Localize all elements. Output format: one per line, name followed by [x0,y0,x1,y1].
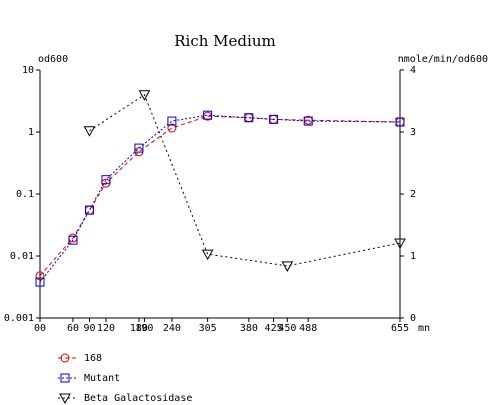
y-tick-label: 0.001 [4,313,34,324]
marker [303,116,313,126]
y-tick-label: 10 [22,65,34,76]
x-tick-label: 240 [163,323,181,334]
y2-tick-label: 2 [410,189,416,200]
x-tick-label: 425 [265,323,283,334]
y2-axis-label: nmole/min/od600 [398,54,488,65]
legend-label: 168 [84,353,102,364]
marker [244,113,254,123]
chart-title: Rich Medium [174,32,275,50]
x-axis-label: mn [418,323,430,334]
legend-label: Beta Galactosidase [84,393,192,404]
x-tick-label: 00 [34,323,46,334]
marker [281,261,294,272]
x-tick-label: 190 [135,323,153,334]
x-tick-label: 60 [67,323,79,334]
marker [167,123,177,133]
y-tick-label: 0.01 [10,251,34,262]
marker [134,143,144,153]
y-axis-label: od600 [38,54,68,65]
y2-tick-label: 4 [410,65,416,76]
marker [138,90,151,101]
x-tick-label: 380 [240,323,258,334]
marker [167,116,177,126]
x-tick-label: 488 [299,323,317,334]
marker [68,235,78,245]
marker [203,110,213,120]
marker [84,205,94,215]
series-line [39,115,401,277]
marker [35,277,45,287]
marker [201,249,214,261]
marker [60,373,70,383]
x-tick-label: 90 [83,323,95,334]
series-line [89,94,401,267]
x-tick-label: 120 [97,323,115,334]
marker [35,271,45,281]
marker [59,393,71,405]
marker [394,238,406,250]
x-tick-label: 180 [130,323,148,334]
y-tick-label: 1 [28,127,34,138]
legend-label: Mutant [84,373,120,384]
x-tick-label: 655 [391,323,409,334]
y2-tick-label: 1 [410,251,416,262]
x-tick-label: 450 [278,323,296,334]
y2-tick-label: 3 [410,127,416,138]
y-tick-label: 0.1 [16,189,34,200]
series-line [39,114,401,283]
marker [60,353,70,363]
y2-tick-label: 0 [410,313,416,324]
marker [101,175,111,185]
marker [84,205,94,215]
x-tick-label: 305 [199,323,217,334]
marker [83,126,96,137]
marker [395,117,405,127]
marker [269,114,279,124]
